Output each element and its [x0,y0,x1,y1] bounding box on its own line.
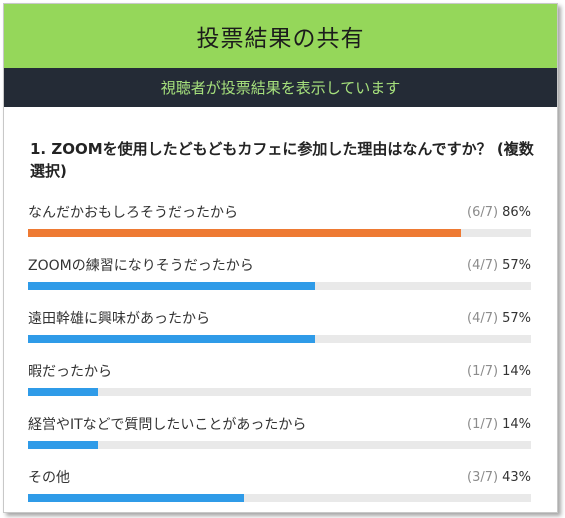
sharing-status-text: 視聴者が投票結果を表示しています [160,79,401,97]
poll-results-window: 投票結果の共有 視聴者が投票結果を表示しています 1. ZOOMを使用したどもど… [3,3,558,513]
option-percent: 14% [502,417,531,432]
poll-option: 経営やITなどで質問したいことがあったから (1/7) 14% [28,415,531,468]
title-bar: 投票結果の共有 [4,4,557,68]
result-bar-fill [28,229,461,237]
result-bar-track [28,335,531,343]
result-bar-fill [28,441,99,449]
result-bar-fill [28,282,315,290]
poll-option: 暇だったから (1/7) 14% [28,362,531,415]
poll-option: なんだかおもしろそうだったから (6/7) 86% [28,203,531,256]
sharing-status-banner: 視聴者が投票結果を表示しています [4,68,557,107]
option-result: (4/7) 57% [467,309,531,329]
option-vote-count: (1/7) [467,417,499,432]
poll-option: その他 (3/7) 43% [28,468,531,512]
result-bar-track [28,494,531,502]
option-label: 暇だったから [28,364,112,380]
result-bar-track [28,229,531,237]
result-bar-track [28,388,531,396]
option-vote-count: (3/7) [467,470,499,485]
poll-option: ZOOMの練習になりそうだったから (4/7) 57% [28,256,531,309]
option-vote-count: (6/7) [467,205,499,220]
option-percent: 57% [502,258,531,273]
option-label: 遠田幹雄に興味があったから [28,311,210,327]
poll-option: 遠田幹雄に興味があったから (4/7) 57% [28,309,531,362]
option-vote-count: (4/7) [467,311,499,326]
option-percent: 86% [502,205,531,220]
option-label: なんだかおもしろそうだったから [28,205,238,221]
option-result: (1/7) 14% [467,362,531,382]
option-label: その他 [28,470,70,486]
poll-question: 1. ZOOMを使用したどもどもカフェに参加した理由はなんですか？ (複数選択) [30,140,534,180]
result-bar-track [28,441,531,449]
poll-options-list: なんだかおもしろそうだったから (6/7) 86% ZOOMの練習になりそうだったから… [28,203,531,512]
option-vote-count: (1/7) [467,364,499,379]
option-result: (4/7) 57% [467,256,531,276]
option-result: (3/7) 43% [467,468,531,488]
result-bar-fill [28,388,99,396]
option-label: 経営やITなどで質問したいことがあったから [28,417,307,433]
option-result: (6/7) 86% [467,203,531,223]
result-bar-fill [28,494,245,502]
option-vote-count: (4/7) [467,258,499,273]
result-bar-fill [28,335,315,343]
result-bar-track [28,282,531,290]
option-percent: 43% [502,470,531,485]
option-label: ZOOMの練習になりそうだったから [28,258,254,274]
option-percent: 57% [502,311,531,326]
option-result: (1/7) 14% [467,415,531,435]
option-percent: 14% [502,364,531,379]
window-title: 投票結果の共有 [196,26,365,52]
